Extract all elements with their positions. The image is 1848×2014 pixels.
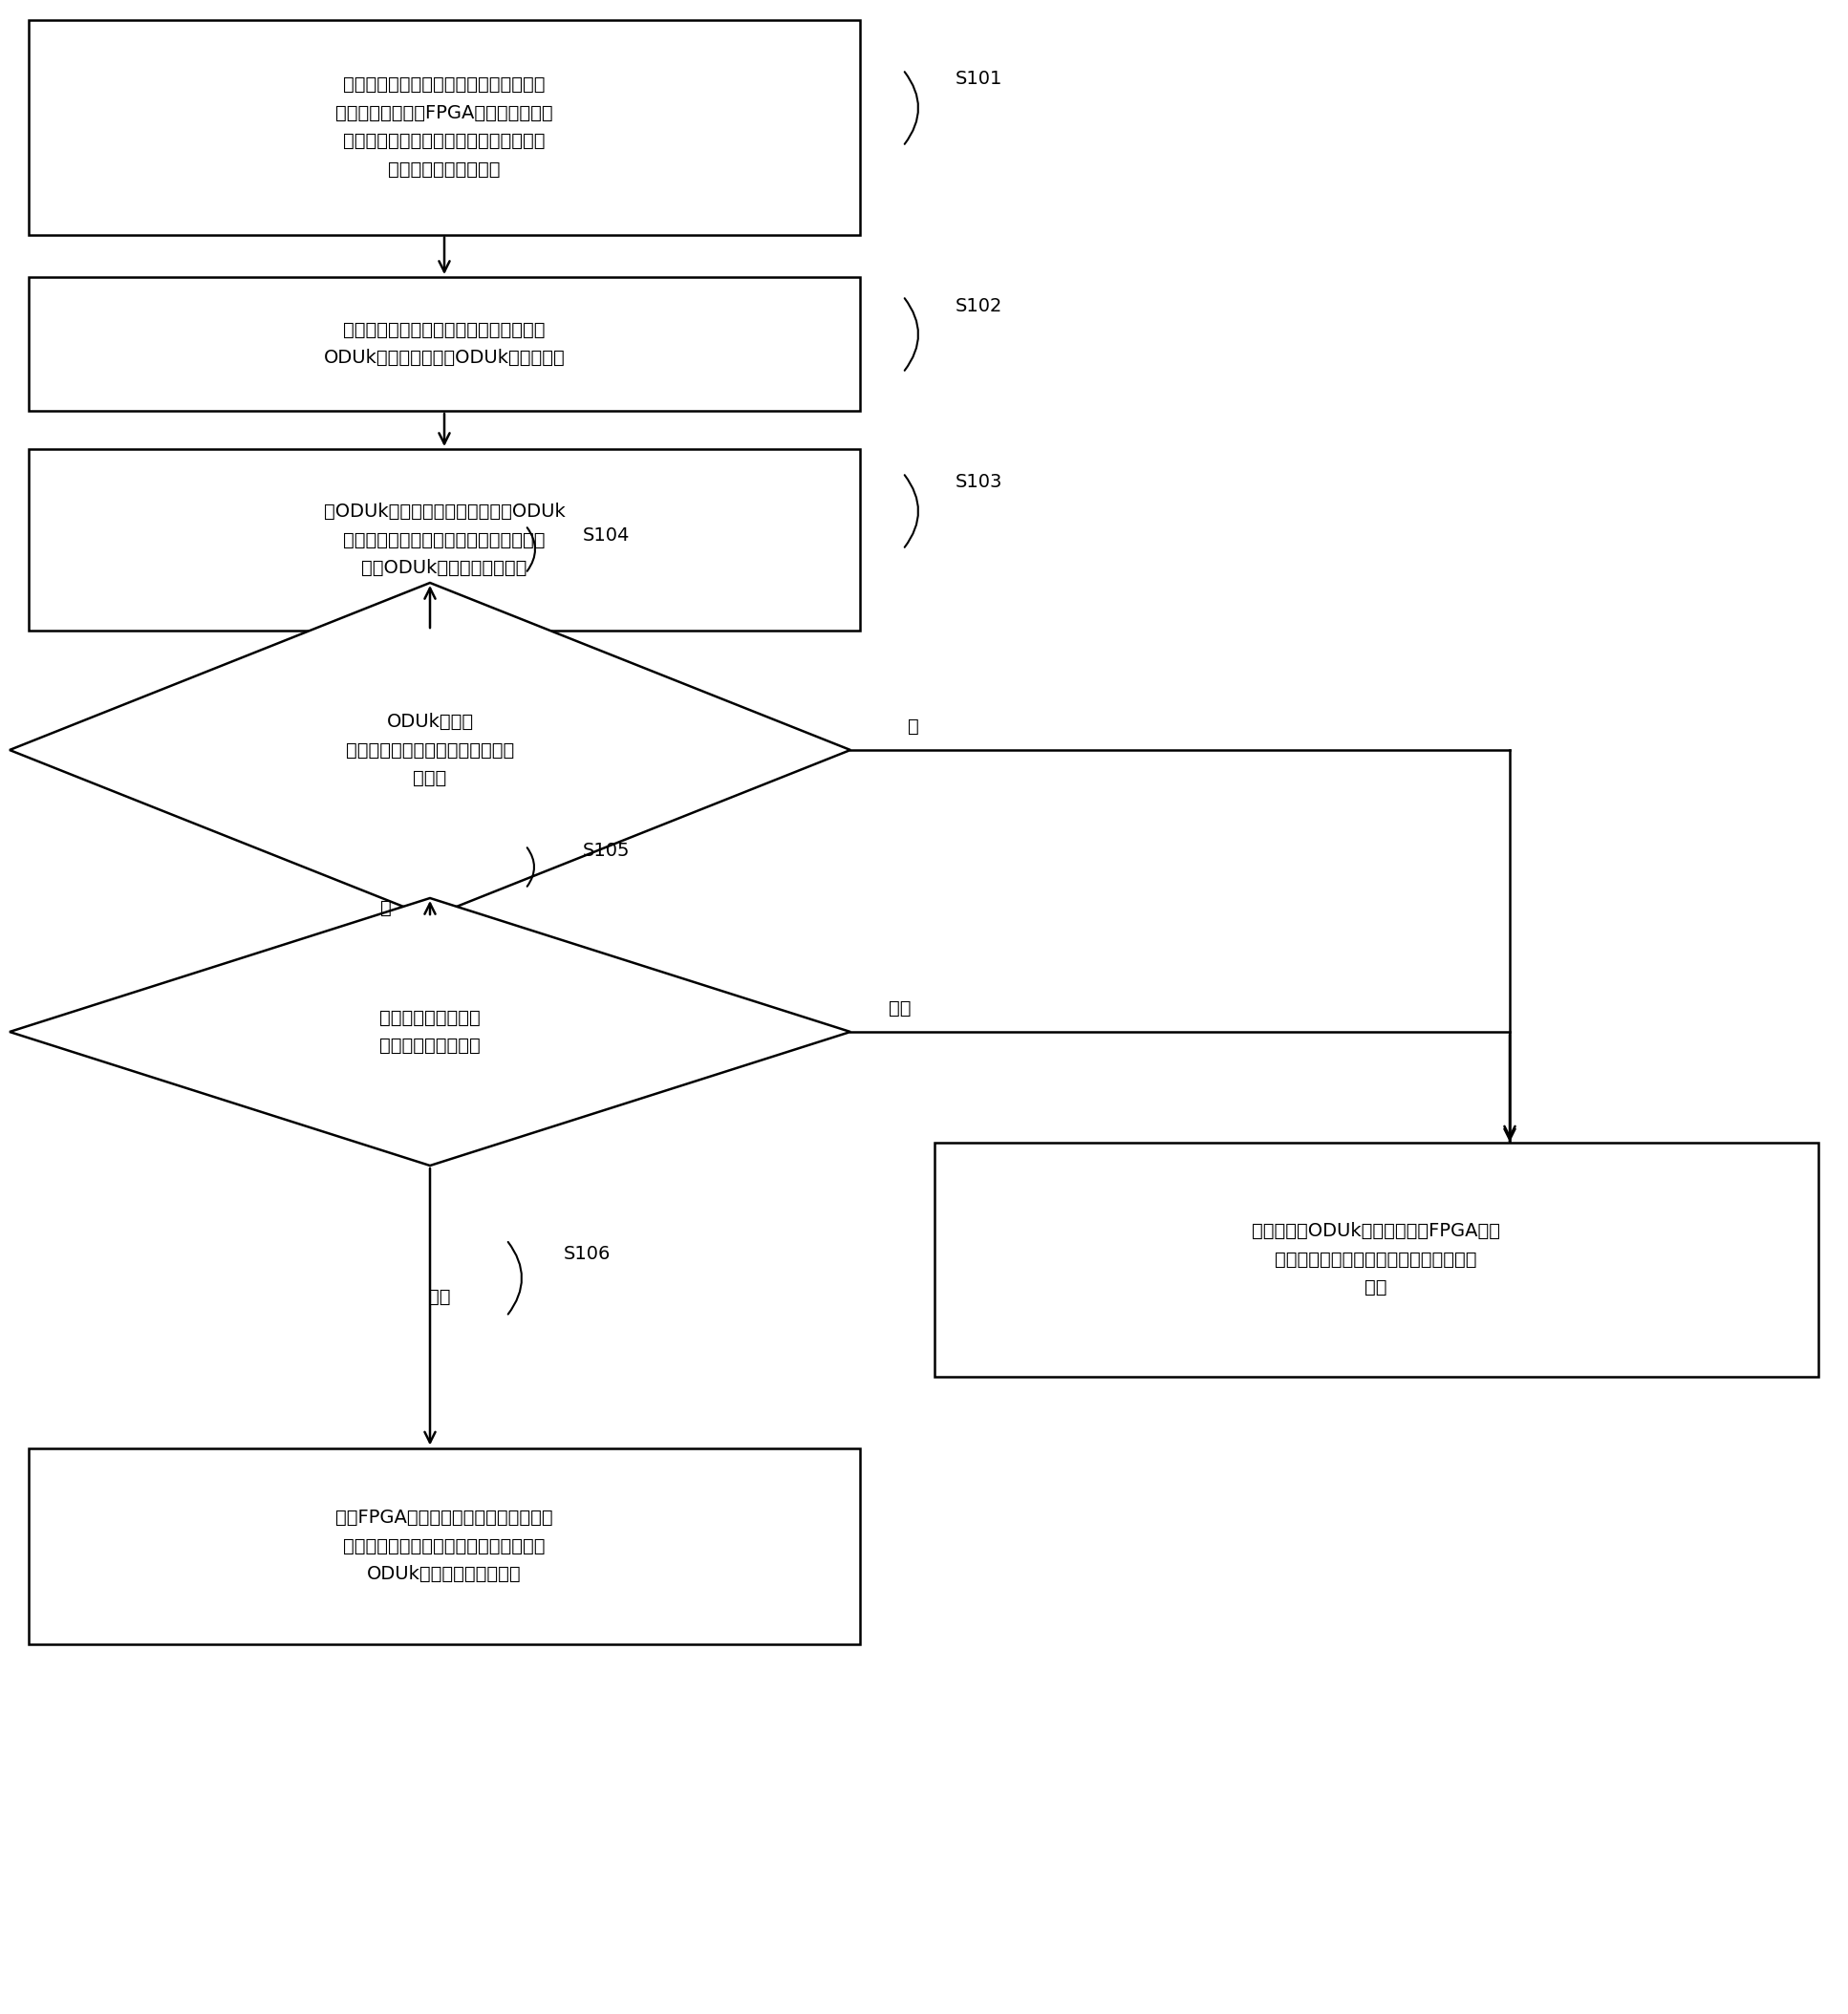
- Text: 将上层指定的待插入开销字节及该开销字
节的处理方式写入FPGA芯片中预设存储
模块内与所述待插入开销字节的待插入位
置一一对应的地址位置: 将上层指定的待插入开销字节及该开销字 节的处理方式写入FPGA芯片中预设存储 模…: [336, 77, 553, 179]
- Text: S102: S102: [955, 296, 1003, 314]
- Text: 上层指定的开销处理
方式为插入还是透传: 上层指定的开销处理 方式为插入还是透传: [379, 1009, 480, 1055]
- Text: 复位启动后，配置初始化工作参数，产生
ODUk时钟信号，等待ODUk数据流到达: 复位启动后，配置初始化工作参数，产生 ODUk时钟信号，等待ODUk数据流到达: [323, 320, 565, 367]
- Text: 读取FPGA芯片中预设存储模块内相应地
址位置存储的待插入开销字节，将其插入
ODUk数据流的当前位置中: 读取FPGA芯片中预设存储模块内相应地 址位置存储的待插入开销字节，将其插入 O…: [336, 1508, 553, 1583]
- Text: S106: S106: [564, 1245, 612, 1263]
- Text: S104: S104: [582, 526, 630, 544]
- Polygon shape: [9, 898, 850, 1166]
- Polygon shape: [9, 582, 850, 916]
- Bar: [30, 20, 859, 234]
- Text: 是: 是: [381, 898, 392, 916]
- Bar: [30, 1448, 859, 1643]
- Text: 否: 否: [907, 717, 918, 735]
- Bar: [933, 1142, 1818, 1376]
- Text: S103: S103: [955, 473, 1003, 491]
- Bar: [30, 278, 859, 411]
- Text: 透传当前的ODUk数据流，不对FPGA芯片
中预设存储模块内存储的开销字节做任何
处理: 透传当前的ODUk数据流，不对FPGA芯片 中预设存储模块内存储的开销字节做任何…: [1251, 1222, 1501, 1297]
- Text: 插入: 插入: [429, 1289, 451, 1307]
- Text: 透传: 透传: [889, 999, 911, 1017]
- Text: ODUk数据流
中待插入开销字节的待插入位置是
否到达: ODUk数据流 中待插入开销字节的待插入位置是 否到达: [346, 713, 514, 787]
- Bar: [30, 449, 859, 630]
- Text: S105: S105: [582, 842, 630, 860]
- Text: 在ODUk数据流到达时，对其中的ODUk
帧的帧头位置进行定位，根据帧定位结果
确定ODUk数据流的当前位置: 在ODUk数据流到达时，对其中的ODUk 帧的帧头位置进行定位，根据帧定位结果 …: [323, 504, 565, 578]
- Text: S101: S101: [955, 70, 1003, 89]
